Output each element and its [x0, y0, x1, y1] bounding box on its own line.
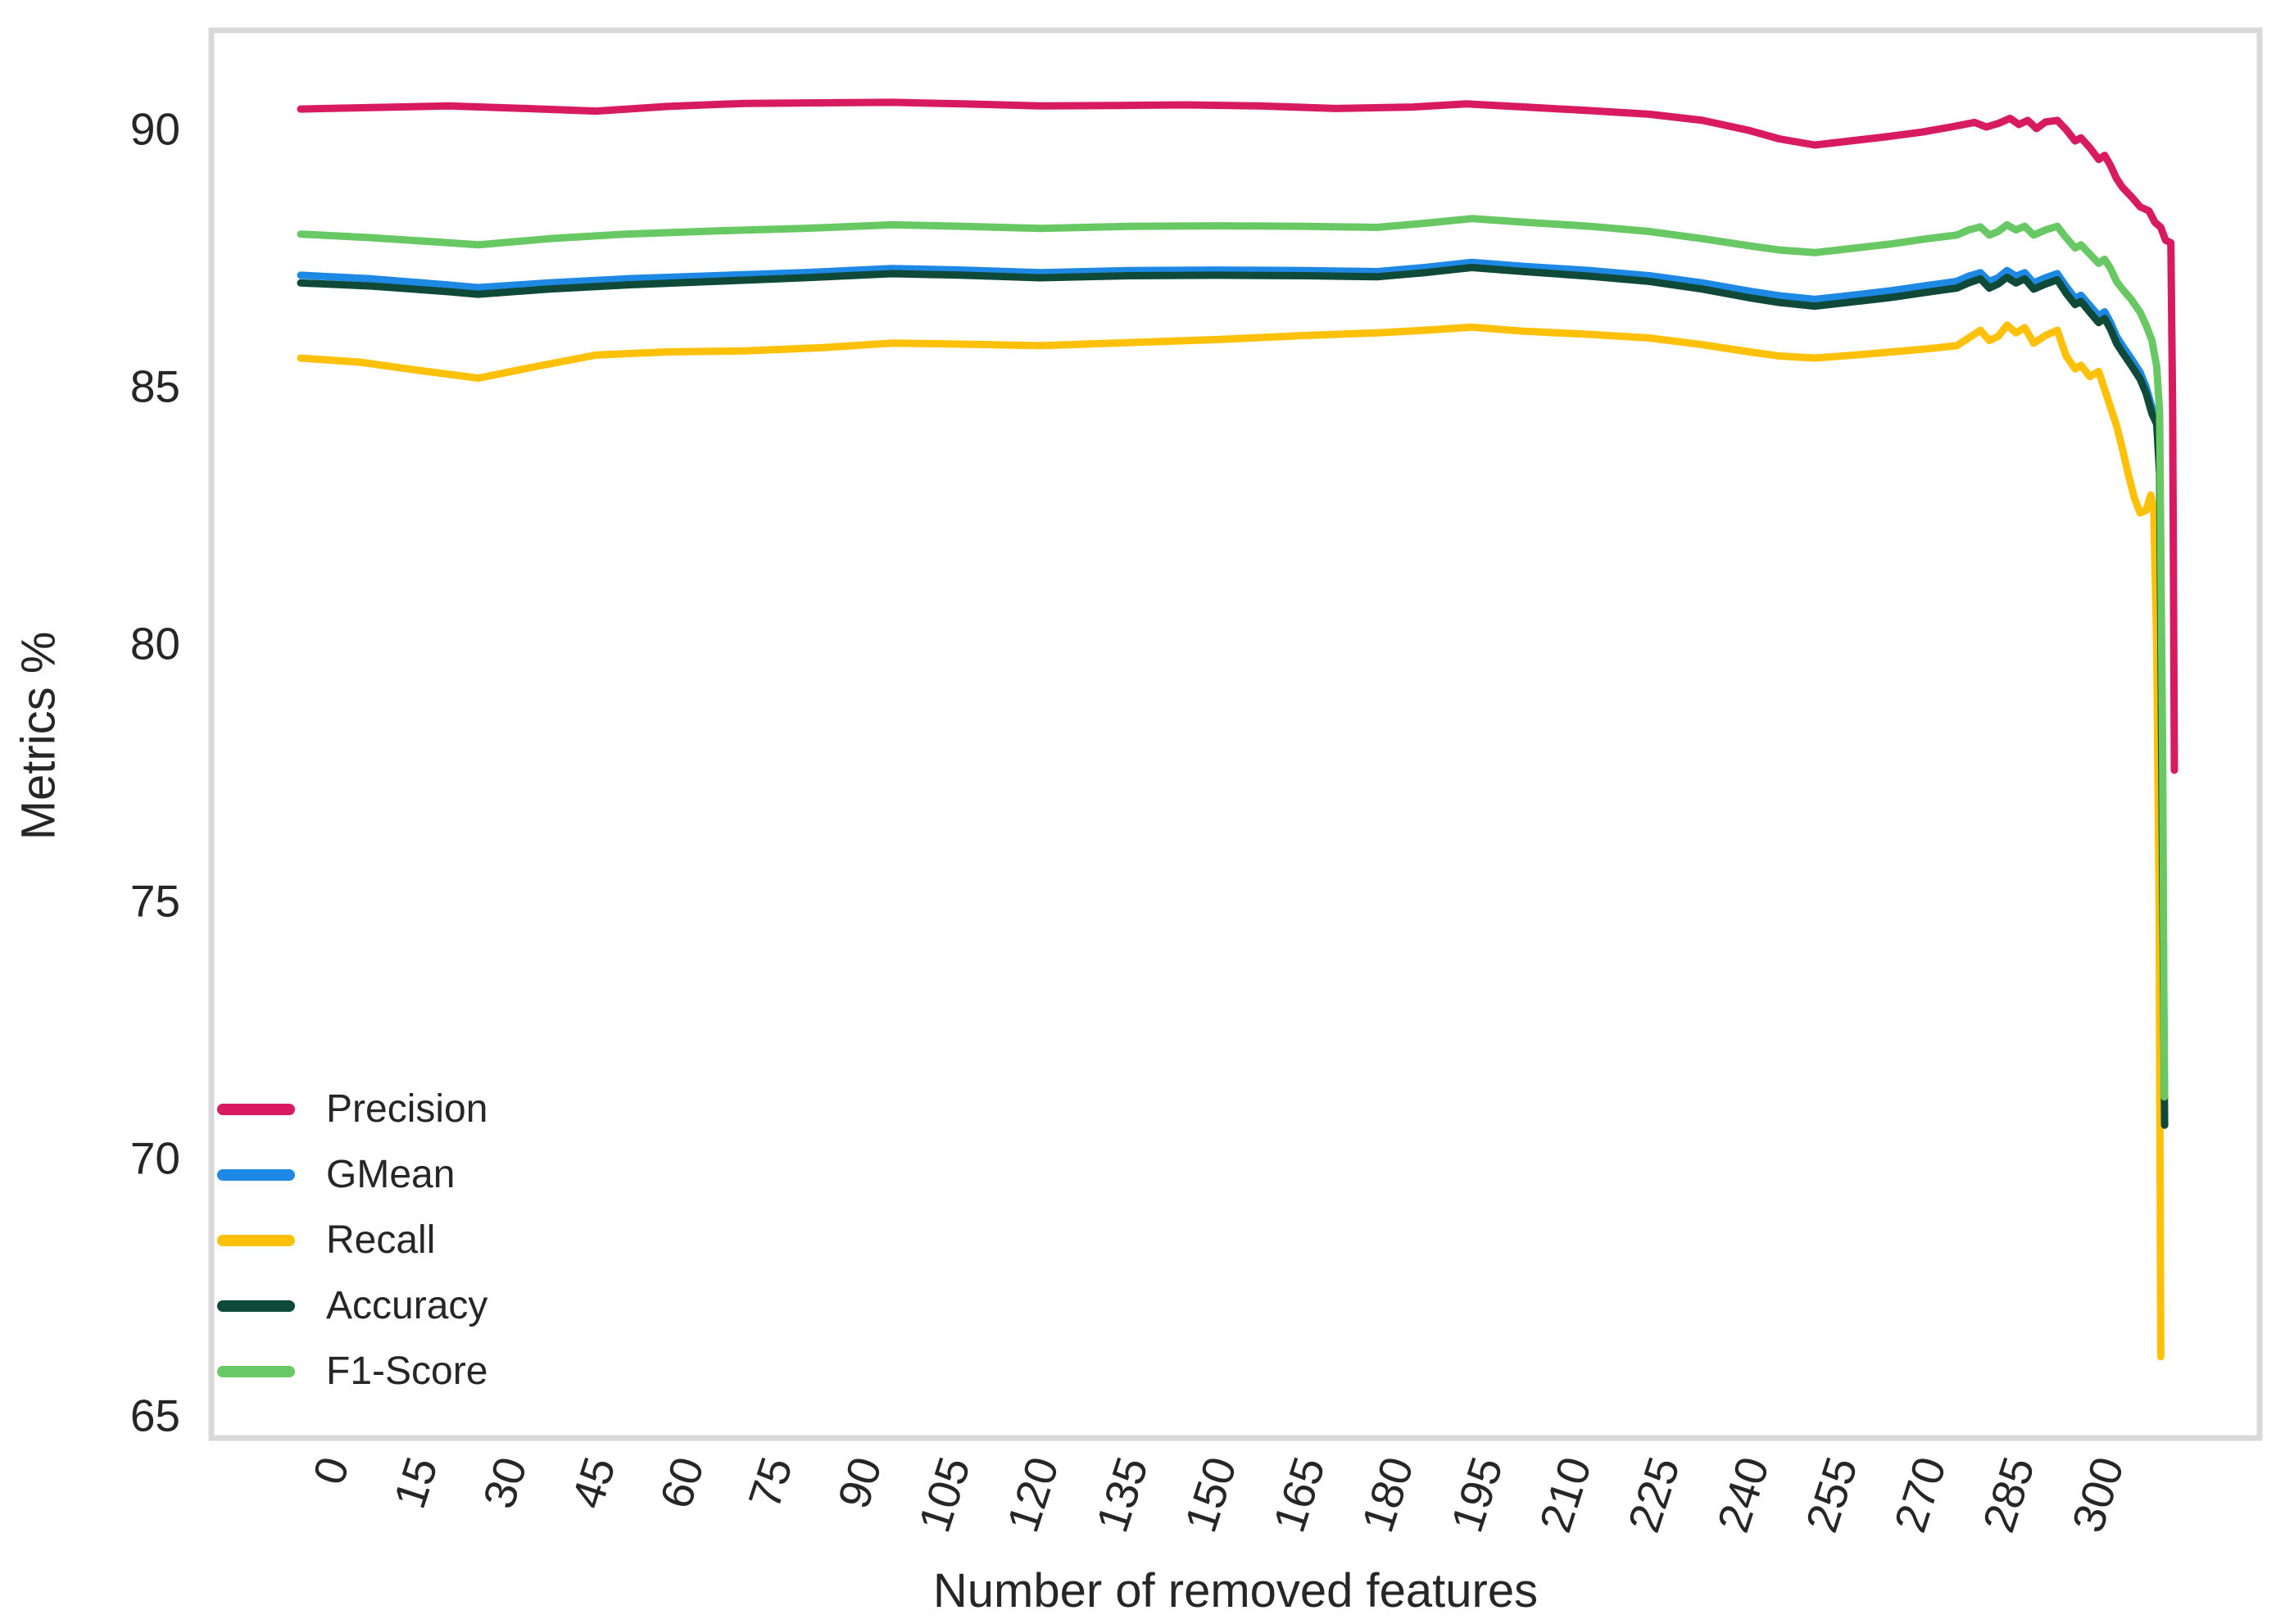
- legend-swatch-gmean: [217, 1169, 295, 1181]
- legend-item-precision: Precision: [217, 1077, 487, 1142]
- legend-label: Recall: [326, 1218, 436, 1262]
- series-line-f1-score: [297, 215, 2169, 1101]
- legend-item-accuracy: Accuracy: [217, 1273, 487, 1339]
- legend-swatch-precision: [217, 1104, 295, 1115]
- series-line-precision: [297, 98, 2178, 774]
- y-tick-label: 65: [129, 1390, 180, 1441]
- series-line-recall: [297, 321, 2165, 1361]
- x-axis-title: Number of removed features: [932, 1564, 1539, 1617]
- legend-item-f1-score: F1-Score: [217, 1339, 487, 1404]
- y-tick-label: 90: [129, 103, 180, 155]
- legend-swatch-accuracy: [217, 1300, 295, 1312]
- y-tick-label: 75: [129, 875, 180, 927]
- series-line-accuracy: [297, 264, 2169, 1129]
- legend-swatch-f1-score: [217, 1366, 295, 1377]
- y-axis-title: Metrics %: [11, 631, 66, 841]
- legend-item-gmean: GMean: [217, 1142, 487, 1208]
- y-tick-label: 80: [129, 618, 180, 669]
- y-tick-label: 85: [129, 361, 180, 412]
- legend-label: F1-Score: [326, 1350, 488, 1393]
- legend-label: Accuracy: [326, 1284, 488, 1327]
- plot-frame: [208, 27, 2263, 1441]
- legend-label: GMean: [326, 1153, 456, 1196]
- legend-item-recall: Recall: [217, 1208, 487, 1273]
- y-tick-label: 70: [129, 1132, 180, 1184]
- legend-label: Precision: [326, 1087, 488, 1131]
- legend-swatch-recall: [217, 1235, 295, 1246]
- legend: Precision GMean Recall Accuracy F1-Score: [217, 1077, 487, 1404]
